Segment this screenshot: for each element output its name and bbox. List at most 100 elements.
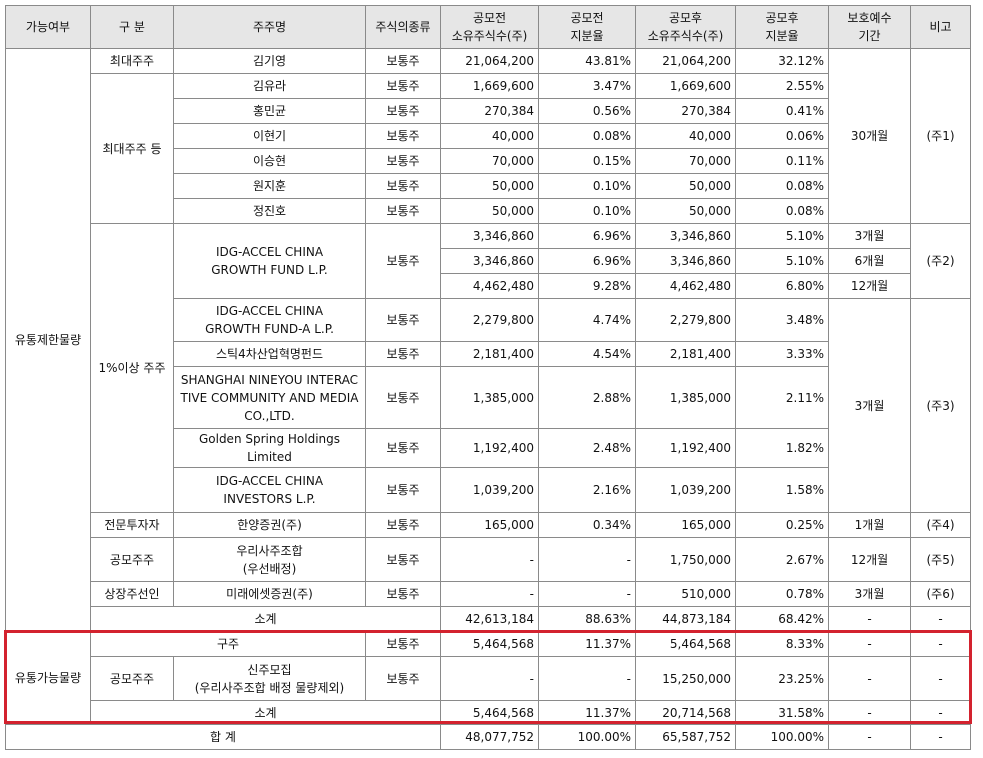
table-cell: 보통주	[365, 73, 441, 99]
table-cell: 보통주	[365, 98, 441, 124]
table-cell: 3.47%	[538, 73, 636, 99]
header-cell: 공모후 소유주식수(주)	[635, 5, 736, 49]
table-cell: 공모주주	[90, 656, 174, 701]
table-cell: 이현기	[173, 123, 366, 149]
table-cell: 2,279,800	[635, 298, 736, 342]
table-cell: 2.48%	[538, 428, 636, 468]
table-cell: (주1)	[910, 48, 971, 224]
table-row: 홍민균 보통주 270,384 0.56% 270,384 0.41%	[6, 98, 971, 124]
table-cell: 보통주	[365, 341, 441, 367]
table-cell: 신주모집 (우리사주조합 배정 물량제외)	[173, 656, 366, 701]
table-cell: 32.12%	[735, 48, 829, 74]
header-cell: 공모전 지분율	[538, 5, 636, 49]
table-cell: 보통주	[365, 512, 441, 538]
table-cell: 48,077,752	[440, 724, 539, 750]
table-cell: 4.54%	[538, 341, 636, 367]
table-cell: 4,462,480	[635, 273, 736, 299]
table-cell: 0.10%	[538, 173, 636, 199]
table-cell: 유통제한물량	[5, 48, 91, 632]
table-cell: IDG-ACCEL CHINA GROWTH FUND-A L.P.	[173, 298, 366, 342]
table-cell: 270,384	[635, 98, 736, 124]
header-cell: 비고	[910, 5, 971, 49]
table-cell: 1,385,000	[635, 366, 736, 429]
table-cell: 우리사주조합 (우선배정)	[173, 537, 366, 582]
table-row: 전문투자자 한양증권(주) 보통주 165,000 0.34% 165,000 0.25% 1…	[6, 512, 971, 538]
table-cell: -	[828, 724, 911, 750]
table-row: IDG-ACCEL CHINA GROWTH FUND-A L.P. 보통주 2,2…	[6, 298, 971, 513]
table-cell: 보통주	[365, 537, 441, 582]
table-cell: 3.33%	[735, 341, 829, 367]
table-cell: (주6)	[910, 581, 971, 607]
table-cell: 3개월	[828, 581, 911, 607]
table-cell: -	[538, 656, 636, 701]
table-cell: 0.08%	[538, 123, 636, 149]
table-row: 원지훈 보통주 50,000 0.10% 50,000 0.08%	[6, 173, 971, 199]
table-cell: 165,000	[440, 512, 539, 538]
table-cell: 보통주	[365, 223, 441, 299]
table-cell: 0.56%	[538, 98, 636, 124]
table-cell: 68.42%	[735, 606, 829, 632]
table-cell: 보통주	[365, 123, 441, 149]
table-cell: IDG-ACCEL CHINA INVESTORS L.P.	[173, 467, 366, 513]
table-row: 유통제한물량 최대주주 김기영 보통주 21,064,200 43.81% 21,064,2…	[5, 48, 971, 632]
table-cell: 김기영	[173, 48, 366, 74]
table-cell: 0.41%	[735, 98, 829, 124]
table-cell: 21,064,200	[635, 48, 736, 74]
table-row: 1%이상 주주 IDG-ACCEL CHINA GROWTH FUND L.P. 보…	[6, 223, 971, 513]
table-cell: 6.96%	[538, 248, 636, 274]
table-cell: (주5)	[910, 537, 971, 582]
table-cell: -	[910, 700, 971, 725]
table-cell: 최대주주 등	[90, 73, 174, 224]
table-cell: 4,462,480	[440, 273, 539, 299]
table-cell: 소계	[90, 606, 441, 632]
table-cell: 홍민균	[173, 98, 366, 124]
table-cell: 12개월	[828, 273, 911, 299]
table-cell: 보통주	[365, 467, 441, 513]
table-cell: 0.11%	[735, 148, 829, 174]
table-cell: 5.10%	[735, 248, 829, 274]
table-cell: 1,192,400	[440, 428, 539, 468]
table-cell: -	[828, 700, 911, 725]
table-cell: 6.96%	[538, 223, 636, 249]
header-cell: 가능여부	[5, 5, 91, 49]
table-cell: 6.80%	[735, 273, 829, 299]
table-cell: 40,000	[635, 123, 736, 149]
table-cell: -	[910, 724, 971, 750]
table-cell: 3.48%	[735, 298, 829, 342]
table-cell: 3개월	[828, 298, 911, 513]
table-cell: 3개월	[828, 223, 911, 249]
table-cell: 1,039,200	[440, 467, 539, 513]
share-table: 가능여부 구 분 주주명 주식의종류 공모전 소유주식수(주) 공모전 지분율 공모후 소유…	[5, 5, 971, 750]
table-cell: 원지훈	[173, 173, 366, 199]
table-cell: 소계	[90, 700, 441, 725]
table-cell: 270,384	[440, 98, 539, 124]
header-cell: 주식의종류	[365, 5, 441, 49]
table-cell: 30개월	[828, 48, 911, 224]
table-cell: -	[440, 581, 539, 607]
table-cell: 미래에셋증권(주)	[173, 581, 366, 607]
table-cell: 0.15%	[538, 148, 636, 174]
table-row: 최대주주 등 김유라 보통주 1,669,600 3.47% 1,669,600 2.55%	[6, 73, 971, 224]
table-cell: IDG-ACCEL CHINA GROWTH FUND L.P.	[173, 223, 366, 299]
table-cell: 100.00%	[735, 724, 829, 750]
table-cell: 21,064,200	[440, 48, 539, 74]
table-cell: 2,181,400	[440, 341, 539, 367]
table-cell: 5.10%	[735, 223, 829, 249]
table-cell: 50,000	[440, 198, 539, 224]
table-cell: 3,346,860	[635, 223, 736, 249]
table-cell: 9.28%	[538, 273, 636, 299]
table-cell: 50,000	[635, 198, 736, 224]
table-cell: 유통가능물량	[5, 631, 91, 725]
table-row: 소계 42,613,184 88.63% 44,873,184 68.42% - -	[6, 606, 971, 632]
table-cell: 이승현	[173, 148, 366, 174]
table-cell: 50,000	[635, 173, 736, 199]
table-row: 소계 5,464,568 11.37% 20,714,568 31.58% - -	[6, 700, 971, 725]
table-row: 상장주선인 미래에셋증권(주) 보통주 - -510,000 0.78% 3개월 (주6)	[6, 581, 971, 607]
table-cell: -	[910, 631, 971, 657]
table-cell: 1.82%	[735, 428, 829, 468]
table-cell: 0.06%	[735, 123, 829, 149]
table-cell: 김유라	[173, 73, 366, 99]
table-cell: 보통주	[365, 173, 441, 199]
table-cell: 한양증권(주)	[173, 512, 366, 538]
table-cell: 165,000	[635, 512, 736, 538]
